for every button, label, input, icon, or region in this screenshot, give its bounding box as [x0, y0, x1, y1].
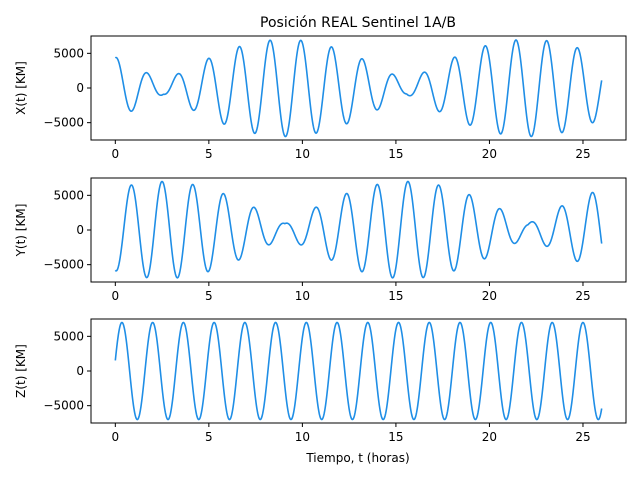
x-axis-label: Tiempo, t (horas) — [305, 451, 409, 465]
y-tick-label: 0 — [76, 223, 84, 237]
x-tick-label: 25 — [575, 289, 590, 303]
x-tick-label: 5 — [205, 289, 213, 303]
x-tick-label: 20 — [482, 147, 497, 161]
x-tick-label: 0 — [111, 289, 119, 303]
panel-x: 0 5 10 15 20 25 −5000 0 5000 X(t) [KM] — [14, 35, 627, 161]
axes-frame — [90, 177, 627, 283]
y-tick-label: 0 — [76, 81, 84, 95]
y-tick-label: −5000 — [43, 258, 84, 272]
x-tick-label: 25 — [575, 430, 590, 444]
x-tick-label: 10 — [295, 147, 310, 161]
y-tick-label: −5000 — [43, 399, 84, 413]
y-tick-label: 0 — [76, 364, 84, 378]
x-tick-label: 0 — [111, 147, 119, 161]
x-tick-label: 15 — [388, 430, 403, 444]
x-tick-label: 5 — [205, 147, 213, 161]
x-tick-label: 20 — [482, 289, 497, 303]
y-tick-label: 5000 — [53, 329, 84, 343]
series-line-z — [114, 321, 603, 421]
x-tick-label: 10 — [295, 289, 310, 303]
axes-frame — [90, 35, 627, 141]
series-line-y — [114, 180, 603, 279]
x-tick-label: 25 — [575, 147, 590, 161]
y-axis-label-x: X(t) [KM] — [14, 61, 28, 115]
x-tick-label: 20 — [482, 430, 497, 444]
y-axis-label-z: Z(t) [KM] — [14, 344, 28, 398]
panel-z: 0 5 10 15 20 25 −5000 0 5000 Z(t) [KM] — [14, 318, 627, 444]
x-tick-label: 5 — [205, 430, 213, 444]
y-tick-label: 5000 — [53, 188, 84, 202]
y-axis-label-y: Y(t) [KM] — [14, 204, 28, 258]
panel-y: 0 5 10 15 20 25 −5000 0 5000 Y(t) [KM] — [14, 177, 627, 303]
series-line-x — [114, 39, 603, 138]
y-tick-label: 5000 — [53, 46, 84, 60]
x-tick-label: 15 — [388, 147, 403, 161]
x-tick-label: 15 — [388, 289, 403, 303]
y-tick-label: −5000 — [43, 116, 84, 130]
chart-title: Posición REAL Sentinel 1A/B — [260, 15, 456, 31]
x-tick-label: 10 — [295, 430, 310, 444]
x-tick-label: 0 — [111, 430, 119, 444]
